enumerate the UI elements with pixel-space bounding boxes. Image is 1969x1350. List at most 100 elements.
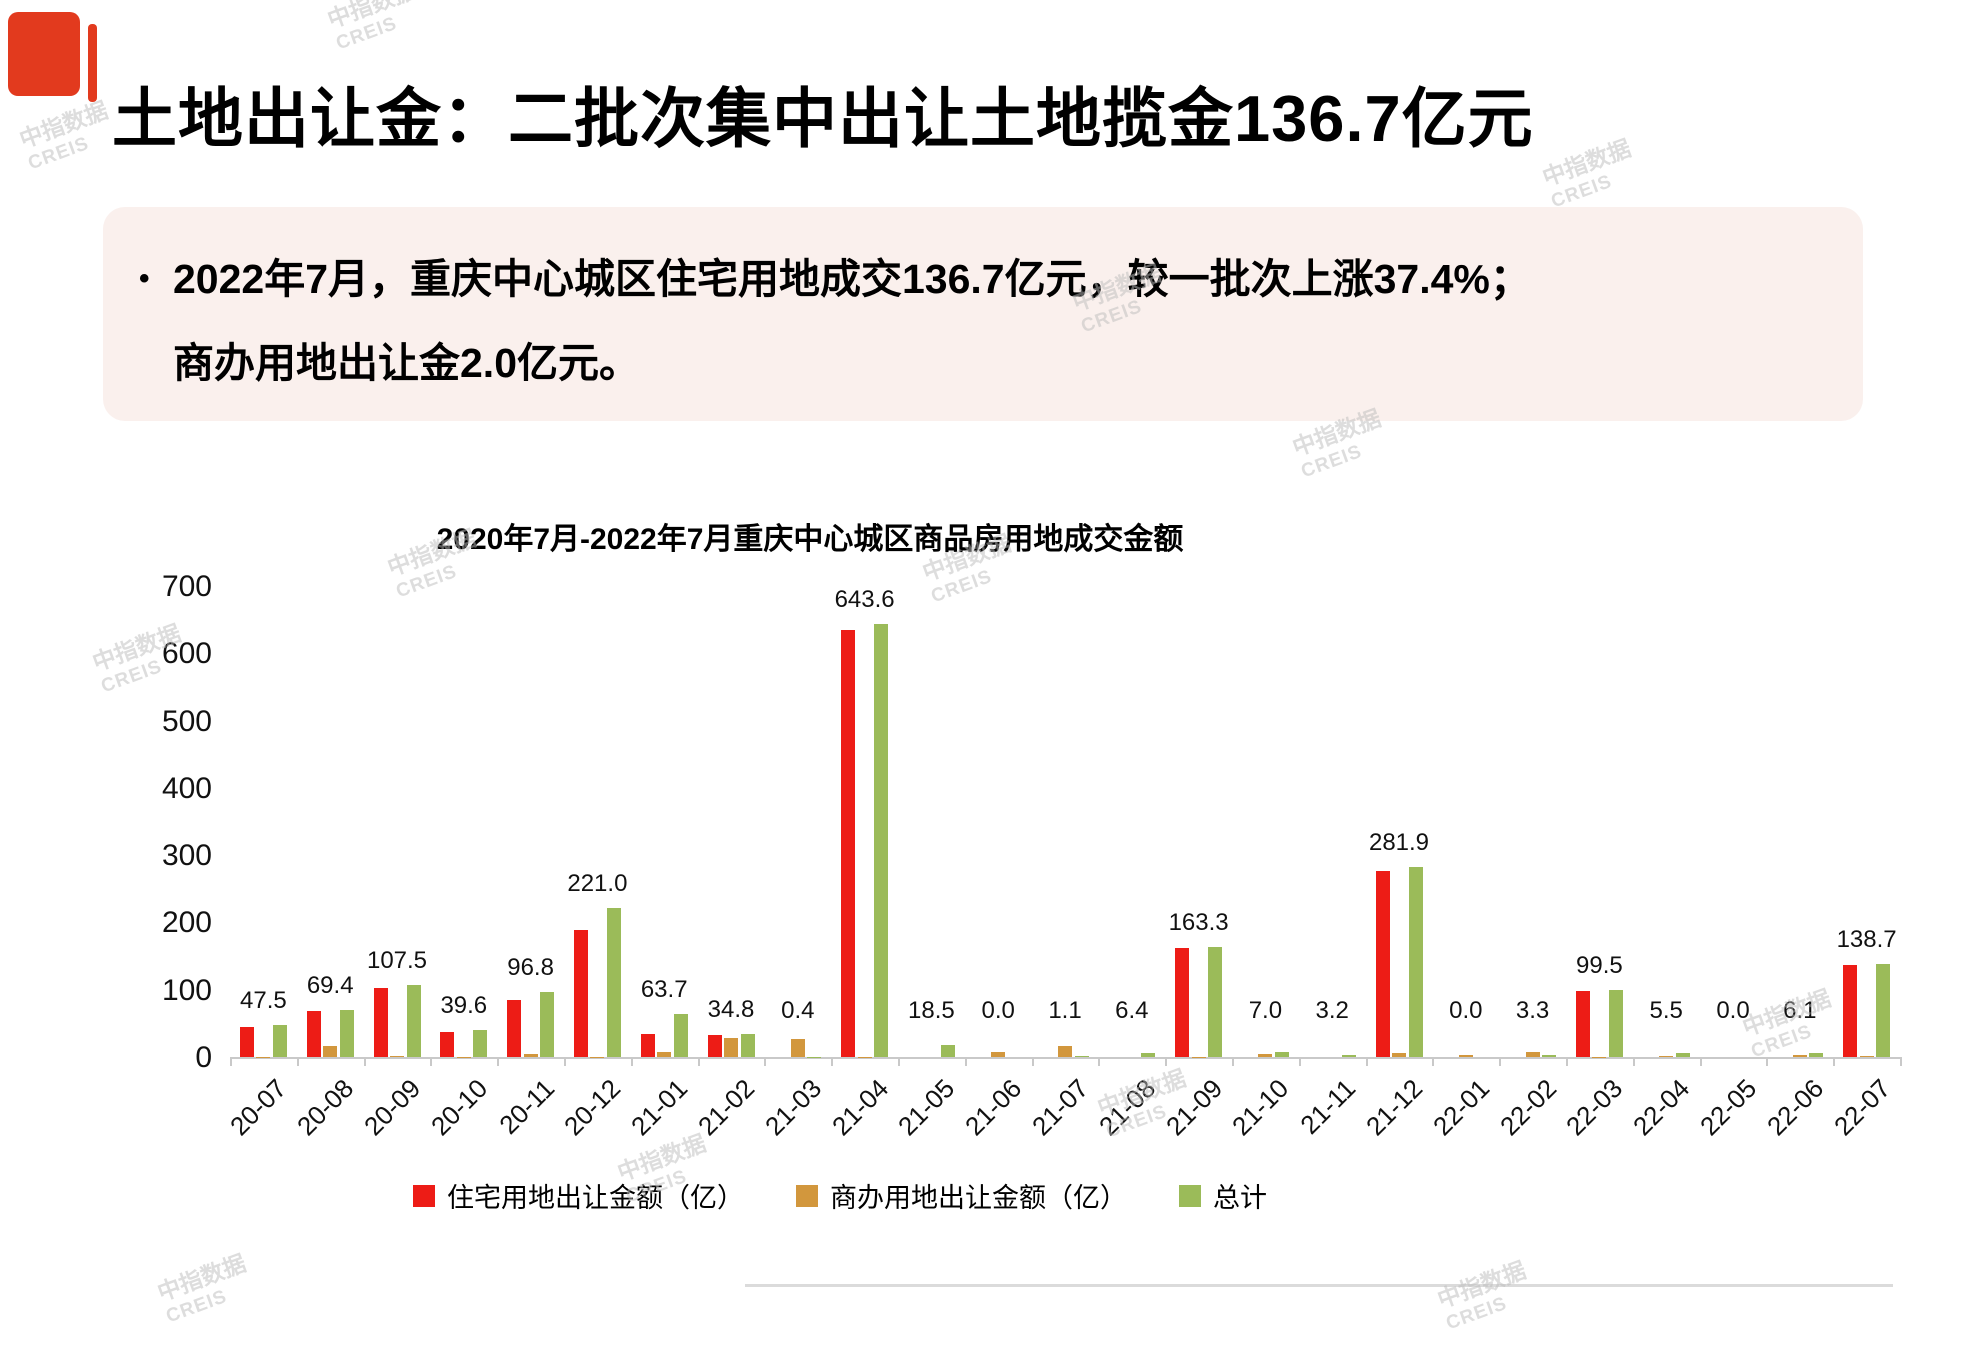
bar-total-label: 47.5 bbox=[240, 987, 287, 1015]
bar-residential bbox=[440, 1032, 455, 1057]
axis-tick bbox=[1833, 1057, 1836, 1066]
bar-total-label: 34.8 bbox=[707, 995, 755, 1023]
axis-tick bbox=[630, 1057, 633, 1066]
y-axis-label: 100 bbox=[161, 973, 212, 1007]
axis-tick bbox=[564, 1057, 566, 1066]
bar-commercial bbox=[657, 1051, 672, 1057]
bar-total-label: 3.2 bbox=[1315, 997, 1349, 1024]
axis-tick bbox=[1699, 1057, 1702, 1066]
bar-total bbox=[1208, 947, 1223, 1057]
bar-total-label: 0.0 bbox=[1449, 997, 1483, 1024]
legend-item-total: 总计 bbox=[1179, 1176, 1267, 1215]
bar-total bbox=[874, 623, 889, 1057]
axis-tick bbox=[363, 1057, 366, 1066]
bar-residential bbox=[1843, 965, 1858, 1057]
bar-total bbox=[673, 1014, 688, 1057]
axis-tick bbox=[430, 1057, 433, 1066]
bar-total-label: 6.1 bbox=[1783, 997, 1817, 1024]
bar-commercial bbox=[1859, 1055, 1874, 1057]
title-accent-strip bbox=[88, 24, 97, 102]
bar-residential bbox=[1575, 991, 1590, 1057]
bar-total-label: 18.5 bbox=[908, 997, 955, 1024]
bullet-marker: • bbox=[139, 262, 150, 295]
bar-total-label: 281.9 bbox=[1368, 829, 1430, 857]
bar-commercial bbox=[790, 1038, 805, 1057]
bar-commercial bbox=[1058, 1046, 1072, 1057]
axis-tick bbox=[230, 1057, 232, 1066]
bar-commercial bbox=[523, 1053, 538, 1057]
bar-residential bbox=[507, 999, 522, 1057]
y-axis-label: 0 bbox=[195, 1041, 212, 1074]
bar-residential bbox=[841, 629, 856, 1057]
axis-tick bbox=[1432, 1057, 1435, 1066]
bar-total bbox=[272, 1025, 287, 1057]
bar-chart-plot: 0 100 200 300 400 500 600 700 47.5 20-07 69.4 20-08… bbox=[162, 570, 1902, 1141]
creis-watermark: 中指数据 CREIS bbox=[15, 96, 112, 175]
bar-total bbox=[1542, 1054, 1557, 1057]
bar-total-label: 5.5 bbox=[1649, 997, 1683, 1024]
y-axis-label: 400 bbox=[161, 771, 212, 805]
bar-residential bbox=[239, 1027, 254, 1057]
legend-label: 总计 bbox=[1213, 1183, 1267, 1213]
bar-total-label: 99.5 bbox=[1576, 952, 1623, 980]
bar-total bbox=[1608, 990, 1623, 1057]
axis-tick bbox=[697, 1057, 700, 1066]
bar-residential bbox=[373, 988, 388, 1057]
bar-total bbox=[1274, 1052, 1289, 1057]
bar-total-label: 0.0 bbox=[981, 997, 1015, 1024]
legend-swatch-total bbox=[1179, 1184, 1201, 1207]
bar-total bbox=[1876, 963, 1891, 1057]
bar-total-label: 138.7 bbox=[1836, 925, 1897, 953]
creis-watermark: 中指数据 CREIS bbox=[1538, 134, 1635, 213]
bar-total-label: 3.3 bbox=[1515, 997, 1550, 1024]
axis-tick bbox=[964, 1057, 967, 1066]
bar-total bbox=[540, 991, 555, 1057]
axis-tick bbox=[296, 1057, 299, 1066]
bar-commercial bbox=[1792, 1054, 1807, 1057]
bar-commercial bbox=[1392, 1052, 1406, 1057]
chart-title: 2020年7月-2022年7月重庆中心城区商品房用地成交金额 bbox=[436, 523, 1184, 556]
bar-total-label: 163.3 bbox=[1168, 909, 1229, 937]
bar-total bbox=[1074, 1056, 1089, 1057]
y-axis-label: 500 bbox=[161, 704, 212, 738]
bar-total-label: 7.0 bbox=[1248, 997, 1283, 1024]
bar-commercial bbox=[991, 1052, 1006, 1057]
bar-total-label: 6.4 bbox=[1115, 997, 1149, 1024]
bar-total-label: 0.0 bbox=[1716, 997, 1750, 1024]
bar-total bbox=[1408, 867, 1423, 1057]
y-axis-label: 200 bbox=[161, 906, 212, 940]
axis-tick bbox=[1499, 1057, 1502, 1066]
legend-item-commercial: 商办用地出让金额（亿） bbox=[796, 1176, 1127, 1215]
bar-total bbox=[473, 1030, 488, 1057]
title-accent-block bbox=[8, 12, 80, 96]
creis-watermark: 中指数据 CREIS bbox=[153, 1249, 250, 1328]
y-axis-label: 300 bbox=[161, 839, 212, 873]
legend-label: 住宅用地出让金额（亿） bbox=[447, 1183, 744, 1213]
bar-commercial bbox=[1258, 1053, 1273, 1057]
summary-box: • 2022年7月，重庆中心城区住宅用地成交136.7亿元，较一批次上涨37.4… bbox=[103, 207, 1863, 421]
legend-item-residential: 住宅用地出让金额（亿） bbox=[413, 1176, 744, 1215]
bar-total bbox=[406, 984, 421, 1057]
legend-label: 商办用地出让金额（亿） bbox=[830, 1183, 1127, 1213]
bar-total bbox=[740, 1033, 755, 1057]
bar-commercial bbox=[323, 1045, 338, 1057]
legend-swatch-residential bbox=[413, 1184, 435, 1207]
bar-residential bbox=[707, 1034, 722, 1057]
bar-total-label: 69.4 bbox=[306, 972, 354, 1000]
bar-total bbox=[339, 1010, 354, 1057]
bar-total-label: 96.8 bbox=[507, 953, 554, 981]
bar-commercial bbox=[1659, 1055, 1674, 1057]
bar-residential bbox=[1375, 871, 1390, 1057]
axis-tick bbox=[898, 1057, 900, 1066]
chart-legend: 住宅用地出让金额（亿） 商办用地出让金额（亿） 总计 bbox=[230, 1176, 1450, 1215]
bar-total bbox=[940, 1044, 955, 1057]
bar-total-label: 63.7 bbox=[640, 976, 688, 1004]
bar-commercial bbox=[390, 1055, 404, 1057]
bar-total-label: 0.4 bbox=[781, 997, 815, 1024]
axis-tick bbox=[1298, 1057, 1301, 1066]
axis-tick bbox=[1566, 1057, 1568, 1066]
creis-watermark: 中指数据 CREIS bbox=[323, 0, 420, 55]
bar-residential bbox=[640, 1034, 655, 1057]
footer-divider bbox=[745, 1284, 1893, 1287]
page-title: 土地出让金：二批次集中出让土地揽金136.7亿元 bbox=[112, 81, 1534, 155]
